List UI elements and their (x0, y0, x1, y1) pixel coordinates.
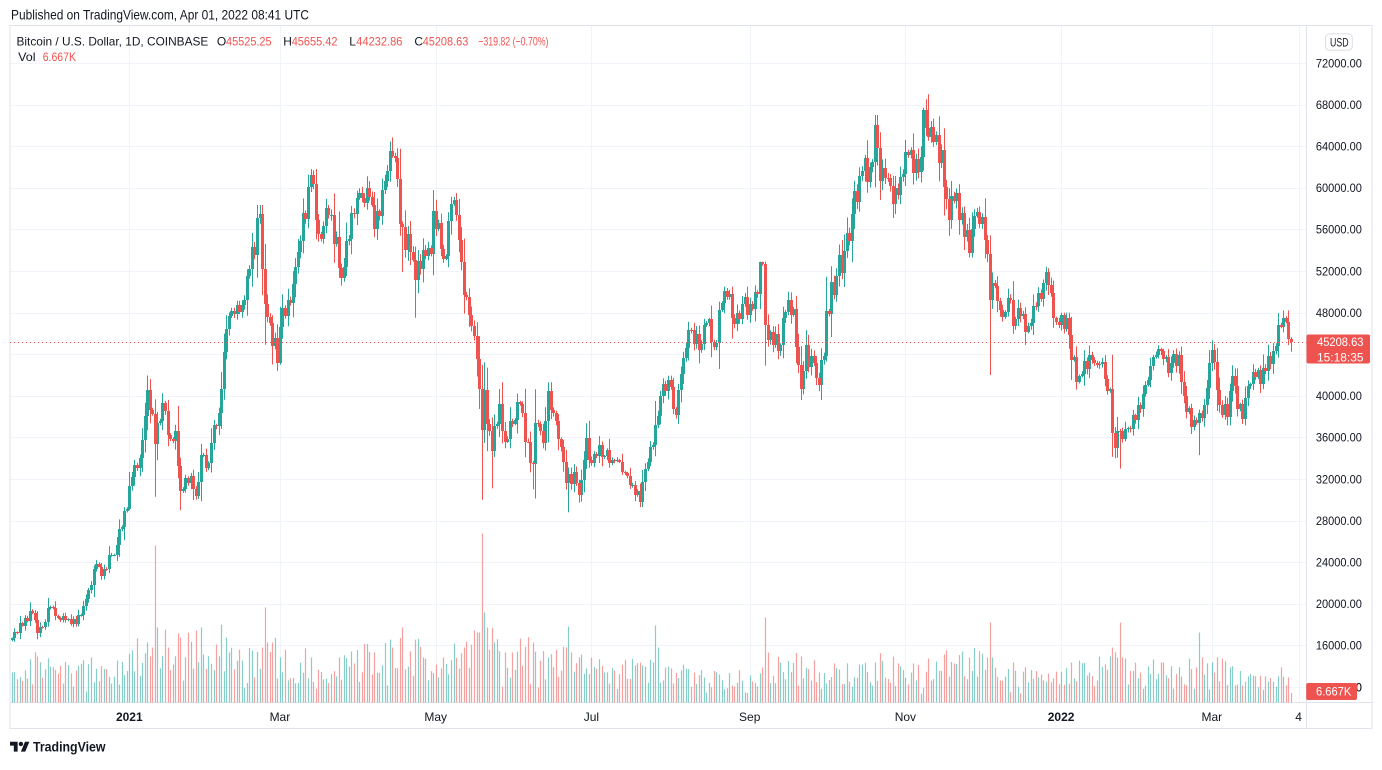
svg-text:Jul: Jul (584, 710, 599, 724)
svg-text:H: H (283, 35, 292, 49)
svg-text:45525.25: 45525.25 (226, 35, 272, 49)
svg-text:L: L (349, 35, 356, 49)
svg-text:6.667K: 6.667K (1316, 684, 1351, 698)
svg-text:20000.00: 20000.00 (1316, 597, 1362, 611)
svg-text:2022: 2022 (1048, 710, 1075, 724)
svg-text:56000.00: 56000.00 (1316, 223, 1362, 237)
svg-text:16000.00: 16000.00 (1316, 639, 1362, 653)
svg-text:May: May (424, 710, 447, 724)
svg-text:45655.42: 45655.42 (292, 35, 338, 49)
svg-text:Bitcoin / U.S. Dollar, 1D, COI: Bitcoin / U.S. Dollar, 1D, COINBASE (17, 35, 209, 49)
svg-text:O: O (217, 35, 226, 49)
svg-text:4: 4 (1295, 710, 1302, 724)
svg-text:24000.00: 24000.00 (1316, 556, 1362, 570)
svg-text:C: C (414, 35, 423, 49)
svg-text:TradingView: TradingView (33, 740, 106, 755)
svg-text:36000.00: 36000.00 (1316, 431, 1362, 445)
svg-text:32000.00: 32000.00 (1316, 472, 1362, 486)
svg-text:2021: 2021 (116, 710, 143, 724)
svg-text:52000.00: 52000.00 (1316, 264, 1362, 278)
svg-text:45208.63: 45208.63 (423, 35, 469, 49)
svg-text:Vol: Vol (18, 50, 35, 64)
svg-text:15:18:35: 15:18:35 (1317, 351, 1364, 365)
svg-text:72000.00: 72000.00 (1316, 56, 1362, 70)
svg-text:40000.00: 40000.00 (1316, 389, 1362, 403)
svg-text:−319.82 (−0.70%): −319.82 (−0.70%) (478, 35, 548, 49)
svg-text:Mar: Mar (1201, 710, 1222, 724)
svg-text:6.667K: 6.667K (43, 50, 76, 64)
svg-text:48000.00: 48000.00 (1316, 306, 1362, 320)
svg-text:60000.00: 60000.00 (1316, 181, 1362, 195)
svg-text:Nov: Nov (895, 710, 916, 724)
svg-text:45208.63: 45208.63 (1317, 335, 1364, 349)
svg-text:USD: USD (1330, 37, 1349, 49)
svg-text:Mar: Mar (270, 710, 291, 724)
svg-text:28000.00: 28000.00 (1316, 514, 1362, 528)
svg-text:Published on TradingView.com,: Published on TradingView.com, Apr 01, 20… (11, 7, 309, 23)
svg-text:68000.00: 68000.00 (1316, 98, 1362, 112)
svg-text:44232.86: 44232.86 (356, 35, 402, 49)
svg-text:64000.00: 64000.00 (1316, 140, 1362, 154)
svg-text:Sep: Sep (739, 710, 761, 724)
